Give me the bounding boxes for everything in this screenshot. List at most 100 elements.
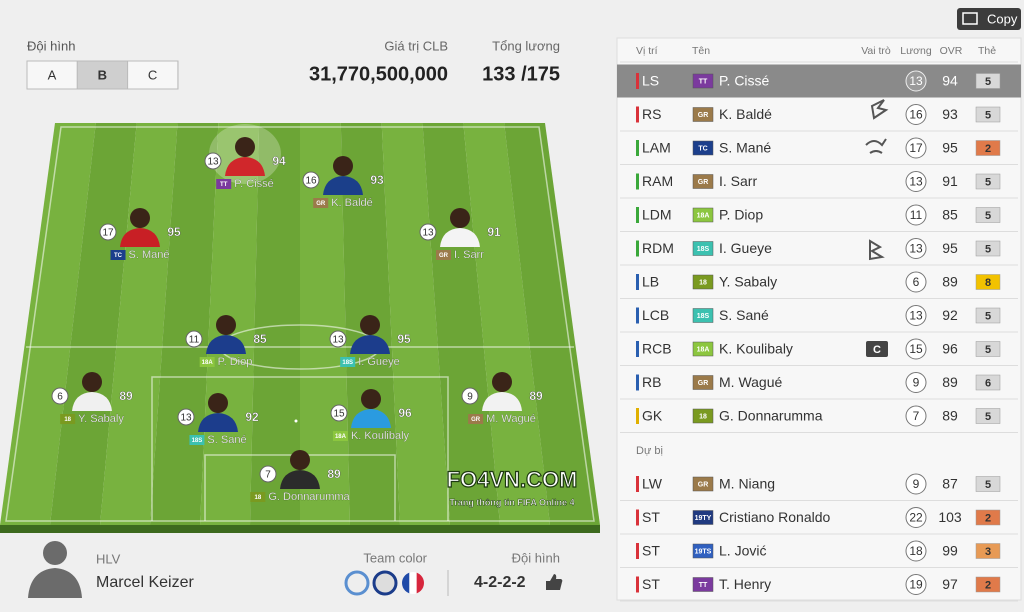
level-circle [329,330,347,348]
player-level: 6 [57,392,63,403]
card: 5 [985,479,991,491]
tab-label[interactable]: A [48,67,57,82]
player-head[interactable] [290,450,310,470]
season-badge [189,435,205,445]
player-head[interactable] [450,208,470,228]
position-bar [636,576,639,593]
position[interactable]: LAM [642,140,671,156]
player-head[interactable] [492,372,512,392]
position[interactable]: LW [642,476,663,492]
player-head[interactable] [208,393,228,413]
season-badge [692,107,714,122]
player-level: 17 [102,228,114,239]
role-icon [865,138,887,154]
pitch-lines [5,126,595,522]
level-circle [204,152,222,170]
salary-circle [905,574,927,595]
player-name[interactable]: L. Jović [719,543,766,559]
watermark-title: FO4VN.COM [447,467,578,492]
player-name[interactable]: S. Sané [719,307,769,323]
ovr: 92 [942,307,958,323]
player-shirt[interactable] [280,470,320,489]
player-shirt[interactable] [225,157,265,176]
salary-circle [905,372,927,393]
player-name[interactable]: T. Henry [719,576,771,592]
position[interactable]: RB [642,374,661,390]
card-badge [975,374,1001,391]
salary: 9 [913,376,920,390]
player-shirt[interactable] [198,413,238,432]
card: 5 [985,411,991,423]
position[interactable]: GK [642,408,663,424]
position[interactable]: RS [642,106,661,122]
position[interactable]: LDM [642,207,672,223]
season-badge [692,308,714,323]
player-name[interactable]: I. Sarr [719,173,757,189]
thumb-icon [546,574,563,590]
card-badge [975,73,1001,89]
player-head[interactable] [235,137,255,157]
player-head[interactable] [216,315,236,335]
player-shirt[interactable] [440,228,480,247]
player-name[interactable]: P. Diop [719,207,763,223]
player-name[interactable]: K. Baldé [719,106,772,122]
level-circle [259,465,277,483]
position[interactable]: ST [642,543,660,559]
pitch-stripe [250,123,300,525]
position[interactable]: LS [642,73,659,89]
ovr: 96 [942,341,958,357]
position-bar [636,509,639,526]
tab[interactable] [127,60,179,90]
player-head[interactable] [82,372,102,392]
position[interactable]: RDM [642,240,674,256]
tab-label[interactable]: C [148,67,157,82]
player-head[interactable] [361,389,381,409]
salary-circle [905,271,927,293]
player-name[interactable]: Cristiano Ronaldo [719,509,830,525]
row-highlight[interactable] [617,64,1021,98]
role-icon [870,99,889,120]
player-name[interactable]: P. Cissé [719,73,770,89]
tab-label[interactable]: B [98,67,107,82]
player-name[interactable]: M. Wagué [719,374,782,390]
player-name[interactable]: K. Koulibaly [719,341,793,357]
player-shirt[interactable] [72,392,112,411]
penalty-box [151,376,449,521]
player-head[interactable] [130,208,150,228]
player-name[interactable]: G. Donnarumma [719,408,823,424]
player-shirt[interactable] [323,176,363,195]
player-level: 13 [422,228,434,239]
player-shirt[interactable] [351,409,391,428]
season-badge [199,357,215,367]
season-badge [692,174,714,189]
position[interactable]: ST [642,576,660,592]
salary-circle [905,238,927,259]
player-name[interactable]: M. Niang [719,476,775,492]
player-name[interactable]: S. Mané [719,140,771,156]
player-name: Y. Sabaly [78,413,124,425]
position[interactable]: LB [642,274,659,290]
position[interactable]: RAM [642,173,673,189]
player-head[interactable] [333,156,353,176]
player-shirt[interactable] [120,228,160,247]
player-shirt[interactable] [206,335,246,354]
ovr: 103 [938,509,962,525]
team-logo [344,570,370,596]
player-season: TC [114,253,123,259]
player-name[interactable]: Y. Sabaly [719,274,777,290]
salary: 13 [909,74,923,88]
position[interactable]: RCB [642,341,672,357]
position[interactable]: LCB [642,307,669,323]
ovr: 89 [942,274,958,290]
player-season: GR [316,201,326,207]
player-head[interactable] [360,315,380,335]
player-name[interactable]: I. Gueye [719,240,772,256]
copy-label[interactable]: Copy [987,11,1018,26]
player-name: M. Wagué [486,413,536,425]
player-level: 11 [189,335,200,346]
tab[interactable] [76,60,129,90]
player-shirt[interactable] [482,392,522,411]
player-shirt[interactable] [350,335,390,354]
tab[interactable] [26,60,78,90]
position[interactable]: ST [642,509,660,525]
